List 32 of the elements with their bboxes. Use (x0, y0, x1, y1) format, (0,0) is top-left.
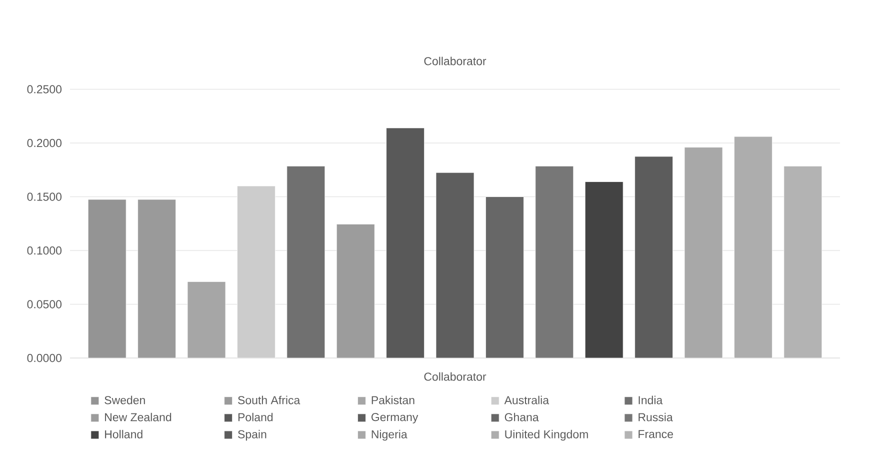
bar (535, 166, 574, 358)
legend-label: Nigeria (372, 430, 408, 441)
bar (336, 224, 375, 358)
legend-label: Spain (238, 430, 266, 441)
bar (286, 166, 326, 358)
legend-label: Russia (638, 412, 673, 422)
legend-label: New Zealand (105, 412, 172, 422)
legend-label: Ghana (504, 412, 539, 422)
legend-label: Uinited Kingdom (505, 430, 588, 441)
y-tick-label: 0.1500 (27, 192, 62, 201)
bar (436, 172, 474, 358)
legend-label: France (638, 430, 673, 438)
bar (634, 156, 674, 358)
chart-title: Collaborator (424, 56, 486, 66)
bar (88, 199, 126, 358)
legend-label: Holland (105, 430, 142, 438)
y-tick-label: 0.2500 (27, 85, 62, 94)
y-tick-label: 0.0500 (27, 300, 62, 308)
legend-label: South Africa (238, 396, 300, 404)
y-tick-label: 0.2000 (27, 138, 62, 148)
legend-label: Poland (238, 412, 273, 422)
legend-label: Sweden (104, 396, 145, 404)
y-tick-label: 0.1000 (27, 246, 62, 255)
bar (138, 199, 176, 358)
legend-label: Germany (371, 413, 418, 424)
legend-label: India (638, 396, 663, 404)
bar (187, 281, 226, 358)
bar (237, 186, 276, 358)
y-tick-label: 0.0000 (27, 354, 62, 362)
legend-label: Pakistan (372, 396, 414, 404)
legend-label: Australia (504, 396, 550, 404)
bar (386, 128, 425, 358)
